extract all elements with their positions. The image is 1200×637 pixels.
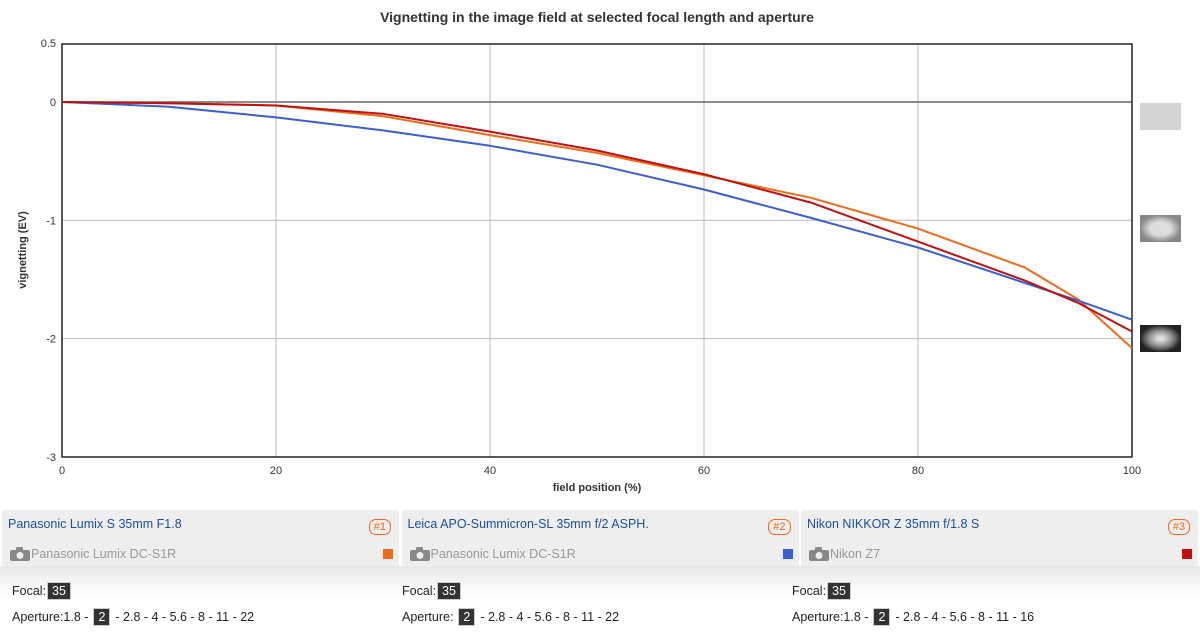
aperture-label: Aperture: bbox=[792, 610, 844, 624]
x-axis-label: field position (%) bbox=[553, 482, 642, 494]
y-tick-label: -1 bbox=[46, 215, 56, 227]
lens-name-link[interactable]: Nikon NIKKOR Z 35mm f/1.8 S bbox=[807, 517, 980, 531]
aperture-options-before[interactable]: 1.8 - bbox=[63, 610, 89, 624]
aperture-label: Aperture: bbox=[402, 610, 454, 624]
focal-value[interactable]: 35 bbox=[47, 582, 71, 600]
camera-name: Panasonic Lumix DC-S1R bbox=[10, 547, 176, 561]
focal-value[interactable]: 35 bbox=[437, 582, 461, 600]
aperture-selected[interactable]: 2 bbox=[93, 608, 111, 626]
camera-label: Panasonic Lumix DC-S1R bbox=[31, 547, 177, 561]
x-tick-label: 20 bbox=[270, 465, 282, 477]
plot-border bbox=[61, 43, 1133, 458]
chart-title: Vignetting in the image field at selecte… bbox=[380, 9, 814, 25]
aperture-options-after[interactable]: - 2.8 - 4 - 5.6 - 8 - 11 - 22 bbox=[115, 610, 255, 624]
x-tick-label: 100 bbox=[1123, 465, 1141, 477]
series-line-1 bbox=[61, 101, 1133, 349]
lens-name-link[interactable]: Leica APO-Summicron-SL 35mm f/2 ASPH. bbox=[407, 517, 649, 531]
x-tick-label: 80 bbox=[912, 465, 924, 477]
y-tick-label: -2 bbox=[46, 334, 56, 346]
lens-badge: #3 bbox=[1167, 519, 1190, 535]
camera-icon bbox=[10, 547, 30, 561]
settings-background bbox=[0, 566, 1200, 596]
aperture-options-before[interactable]: 1.8 - bbox=[843, 610, 869, 624]
x-tick-label: 60 bbox=[698, 465, 710, 477]
aperture-label: Aperture: bbox=[12, 610, 64, 624]
camera-icon bbox=[409, 547, 430, 561]
y-tick-label: 0 bbox=[50, 97, 56, 109]
aperture-selected[interactable]: 2 bbox=[458, 608, 476, 626]
lens-settings-1: Focal: 35 Aperture: 1.8 - 2 - 2.8 - 4 - 5.… bbox=[12, 578, 254, 630]
x-tick-label: 40 bbox=[484, 465, 496, 477]
lens-panel-1: Panasonic Lumix S 35mm F1.8 #1 Panasonic… bbox=[2, 510, 399, 566]
aperture-options-after[interactable]: - 2.8 - 4 - 5.6 - 8 - 11 - 16 bbox=[895, 610, 1035, 624]
aperture-selected[interactable]: 2 bbox=[873, 608, 891, 626]
series-line-2 bbox=[61, 101, 1133, 321]
focal-label: Focal: bbox=[12, 584, 47, 598]
focal-value[interactable]: 35 bbox=[827, 582, 851, 600]
camera-icon bbox=[809, 547, 829, 561]
camera-label: Nikon Z7 bbox=[830, 547, 881, 561]
y-tick-label: -3 bbox=[46, 452, 56, 464]
camera-name: Panasonic Lumix DC-S1R bbox=[409, 547, 576, 561]
x-tick-label: 0 bbox=[59, 465, 65, 477]
series-line-3 bbox=[61, 101, 1133, 333]
series-color-swatch bbox=[782, 549, 793, 559]
lens-settings-2: Focal: 35 Aperture: 2 - 2.8 - 4 - 5.6 - 8 … bbox=[402, 578, 619, 630]
camera-label: Panasonic Lumix DC-S1R bbox=[430, 547, 576, 561]
vignette-preview-0ev bbox=[1140, 103, 1181, 130]
lens-name-link[interactable]: Panasonic Lumix S 35mm F1.8 bbox=[8, 517, 182, 531]
series-color-swatch bbox=[1182, 549, 1192, 559]
focal-label: Focal: bbox=[402, 584, 437, 598]
y-axis-label: vignetting (EV) bbox=[17, 211, 29, 289]
vignette-preview-1ev bbox=[1140, 215, 1181, 242]
lens-badge: #1 bbox=[368, 519, 391, 535]
focal-label: Focal: bbox=[792, 584, 827, 598]
lens-settings-3: Focal: 35 Aperture: 1.8 - 2 - 2.8 - 4 - 5.… bbox=[792, 578, 1034, 630]
lens-panel-3: Nikon NIKKOR Z 35mm f/1.8 S #3 Nikon Z7 bbox=[801, 510, 1198, 566]
y-tick-label: 0.5 bbox=[41, 38, 56, 50]
vignette-preview-2ev bbox=[1140, 325, 1181, 352]
camera-name: Nikon Z7 bbox=[809, 547, 880, 561]
lens-badge: #2 bbox=[768, 519, 791, 535]
vignetting-chart: Vignetting in the image field at selecte… bbox=[17, 9, 1181, 494]
lens-panel-2: Leica APO-Summicron-SL 35mm f/2 ASPH. #2… bbox=[401, 510, 799, 566]
series-color-swatch bbox=[383, 549, 393, 559]
aperture-options-after[interactable]: - 2.8 - 4 - 5.6 - 8 - 11 - 22 bbox=[480, 610, 620, 624]
